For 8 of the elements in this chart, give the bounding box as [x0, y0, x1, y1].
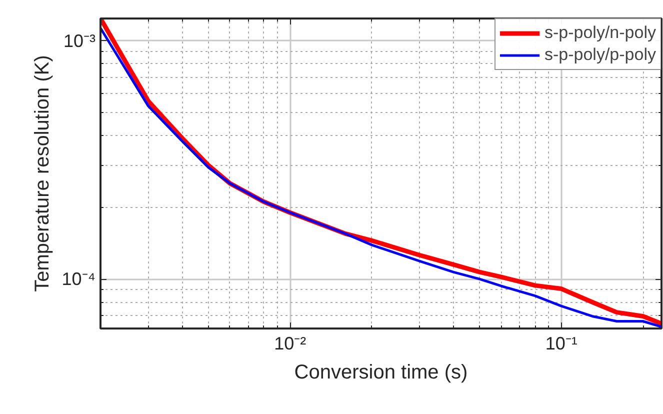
x-tick-label: 10⁻²: [274, 334, 306, 354]
y-tick-label: 10⁻³: [63, 30, 96, 51]
y-axis-title: Temperature resolution (K): [32, 55, 54, 292]
legend-label: s-p-poly/p-poly: [544, 45, 656, 65]
x-axis-title: Conversion time (s): [294, 362, 468, 384]
y-tick-label: 10⁻⁴: [62, 269, 96, 290]
legend-label: s-p-poly/n-poly: [544, 23, 656, 43]
x-tick-label: 10⁻¹: [545, 334, 578, 354]
